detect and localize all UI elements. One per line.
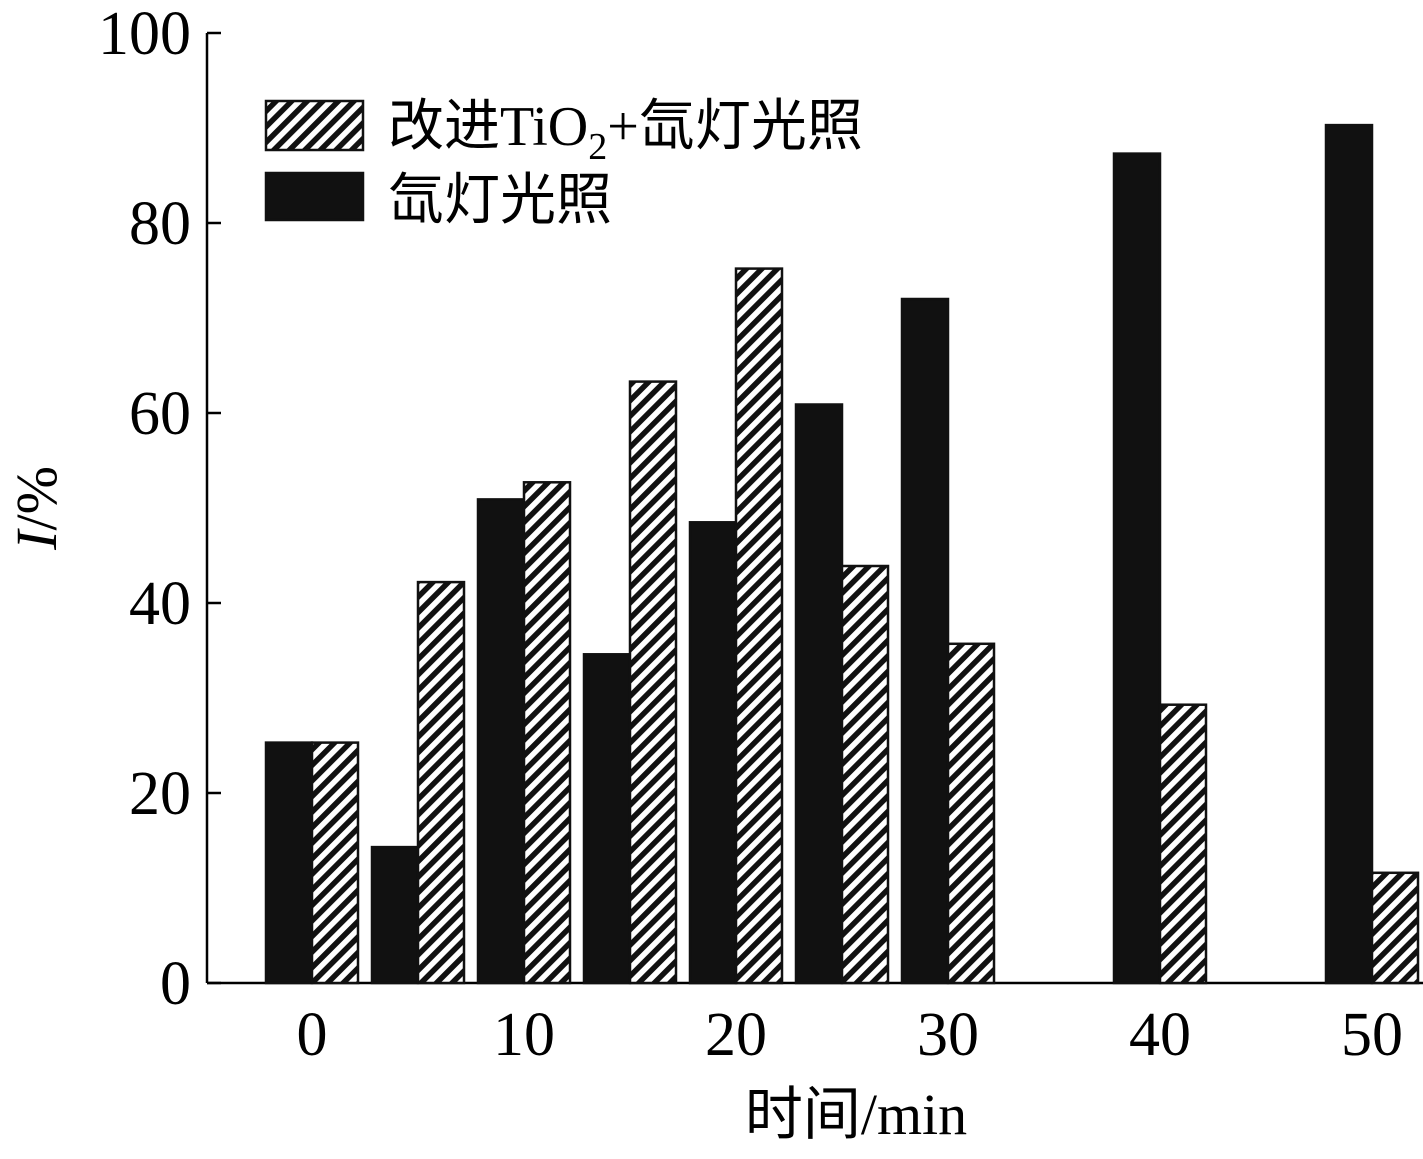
y-ticks: 0 20 40 60 80 100	[98, 0, 221, 1018]
bar-solid	[900, 297, 950, 985]
bar-solid	[794, 403, 844, 985]
legend-label-solid: 氙灯光照	[388, 170, 612, 232]
bars	[264, 123, 1420, 985]
bar-solid	[1112, 152, 1162, 985]
bar-hatched	[522, 481, 572, 985]
y-axis-variable: I	[4, 528, 69, 551]
y-tick-label: 40	[129, 570, 191, 638]
bar-hatched	[1370, 871, 1420, 985]
x-tick-label: 30	[917, 1001, 979, 1069]
legend-label-hatched-post: +氙灯光照	[607, 96, 863, 158]
bar-solid	[370, 845, 420, 985]
x-tick-label: 40	[1129, 1001, 1191, 1069]
y-axis-title: I/%	[4, 466, 69, 551]
bar-solid	[264, 741, 314, 985]
bar-hatched	[310, 741, 360, 985]
bar-solid	[582, 653, 632, 985]
y-tick-label: 0	[160, 950, 191, 1018]
y-tick-label: 80	[129, 190, 191, 258]
y-axis-unit: /%	[4, 466, 69, 530]
legend-label-hatched-pre: 改进TiO	[388, 96, 588, 158]
legend-label-hatched-sub: 2	[588, 126, 607, 168]
x-tick-label: 10	[493, 1001, 555, 1069]
bar-solid	[688, 521, 738, 985]
legend-swatch-hatched	[264, 99, 365, 152]
x-axis-title: 时间/min	[745, 1082, 967, 1147]
bar-hatched	[734, 267, 784, 985]
legend-swatch-solid	[264, 171, 365, 222]
bar-solid	[1324, 123, 1374, 985]
x-ticks: 0 10 20 30 40 50	[297, 1001, 1404, 1069]
x-tick-label: 0	[297, 1001, 328, 1069]
legend-label-hatched: 改进TiO2+氙灯光照	[388, 96, 863, 168]
bar-hatched	[840, 564, 890, 985]
bar-hatched	[416, 580, 466, 985]
bar-solid	[476, 498, 526, 985]
y-tick-label: 100	[98, 0, 191, 68]
x-tick-label: 20	[705, 1001, 767, 1069]
x-tick-label: 50	[1341, 1001, 1403, 1069]
y-tick-label: 20	[129, 760, 191, 828]
bar-hatched	[628, 380, 678, 985]
bar-hatched	[946, 642, 996, 985]
legend: 改进TiO2+氙灯光照 氙灯光照	[264, 96, 863, 232]
bar-hatched	[1158, 703, 1208, 985]
y-tick-label: 60	[129, 380, 191, 448]
